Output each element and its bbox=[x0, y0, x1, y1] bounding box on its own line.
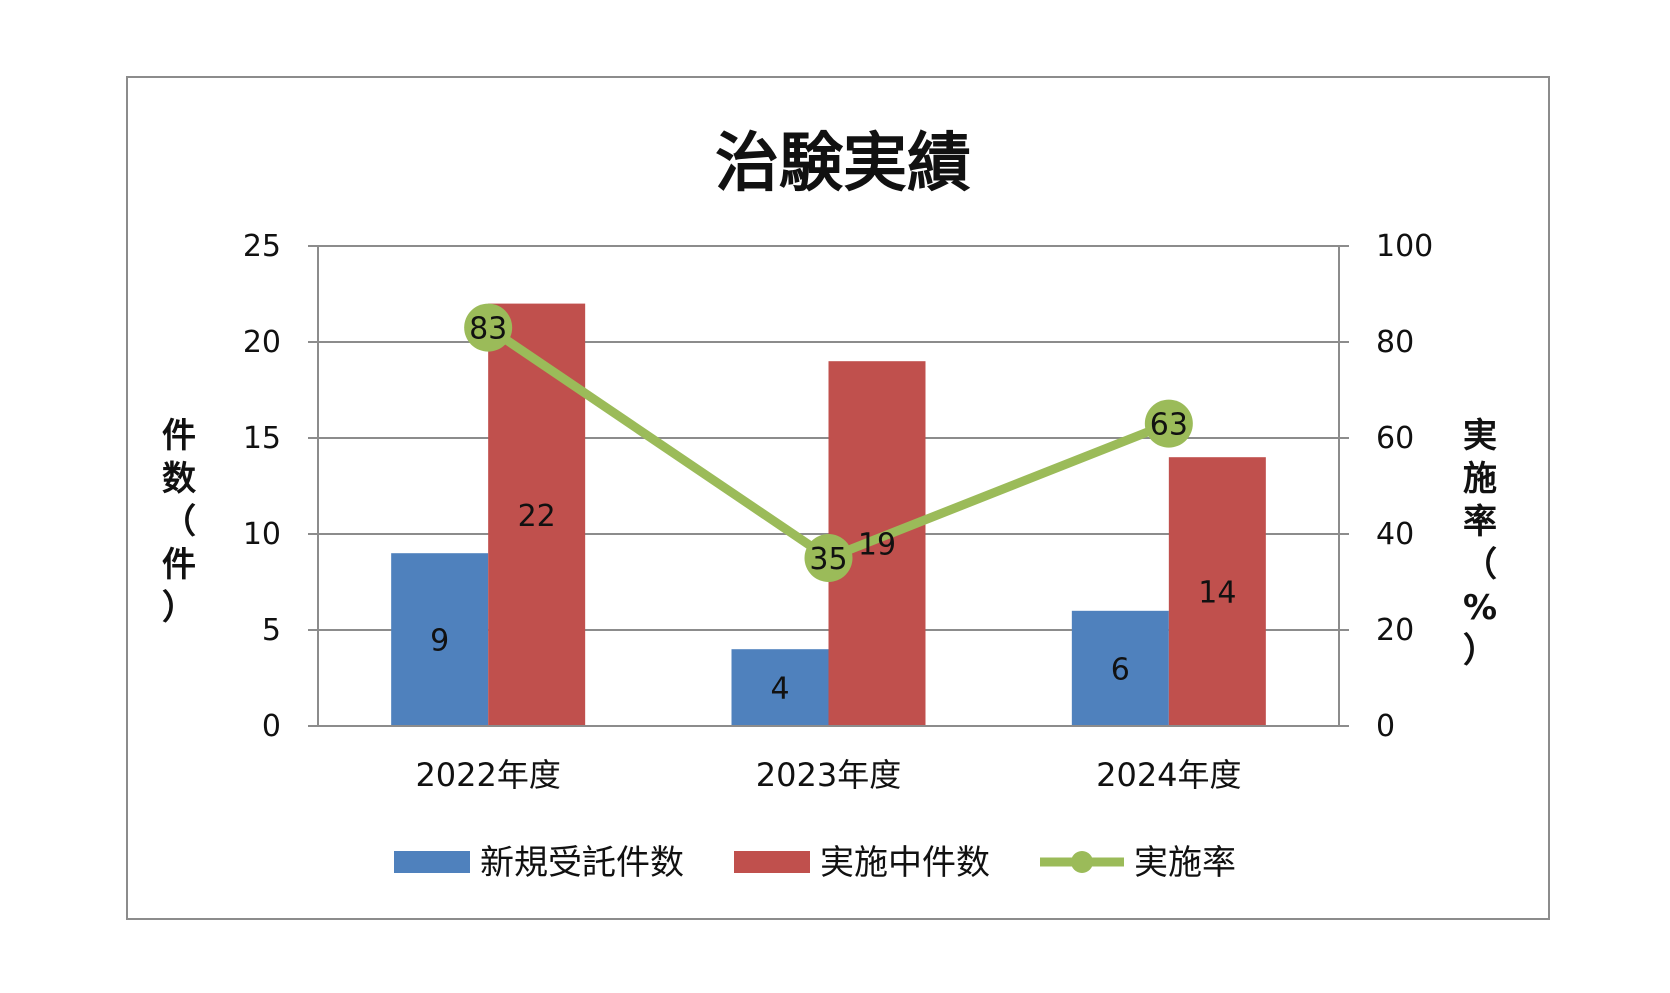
left-axis-title: 件数（件） bbox=[162, 416, 196, 628]
axis-title-char: （ bbox=[1463, 545, 1497, 585]
left-tick-label: 20 bbox=[243, 325, 281, 360]
line-data-label: 83 bbox=[469, 312, 507, 347]
bar-data-label: 19 bbox=[858, 528, 896, 563]
bars bbox=[391, 303, 1266, 726]
category-label: 2023年度 bbox=[756, 756, 901, 794]
axis-title-char: 実 bbox=[1463, 416, 1497, 456]
category-label: 2022年度 bbox=[415, 756, 560, 794]
left-tick-label: 25 bbox=[243, 229, 281, 264]
bar-新規受託件数 bbox=[1071, 610, 1169, 726]
legend-label: 新規受託件数 bbox=[480, 843, 684, 883]
right-tick-label: 40 bbox=[1376, 517, 1414, 552]
bar-data-label: 4 bbox=[770, 672, 789, 707]
line-data-label: 35 bbox=[809, 542, 847, 577]
axes bbox=[308, 245, 1349, 727]
left-tick-label: 10 bbox=[243, 517, 281, 552]
right-tick-label: 0 bbox=[1376, 709, 1395, 744]
labels: 0 5 10 15 20 25 0 20 40 60 80 100 2022年度 9 22 2023年度 4 19… bbox=[162, 229, 1497, 794]
axis-title-char: ） bbox=[1463, 631, 1497, 671]
bar-実施中件数 bbox=[488, 303, 586, 726]
line-marker bbox=[464, 303, 513, 352]
chart-title: 治験実績 bbox=[715, 127, 971, 201]
line-marker bbox=[1144, 399, 1193, 448]
bar-新規受託件数 bbox=[731, 649, 829, 726]
bar-data-label: 14 bbox=[1198, 576, 1236, 611]
rate-line bbox=[464, 303, 1193, 582]
bar-新規受託件数 bbox=[391, 553, 489, 726]
legend-swatch bbox=[394, 851, 470, 873]
axis-title-char: 率 bbox=[1463, 502, 1497, 542]
legend-label: 実施中件数 bbox=[820, 843, 990, 883]
axis-title-char: 施 bbox=[1463, 459, 1497, 499]
legend-swatch bbox=[734, 851, 810, 873]
legend: 新規受託件数 実施中件数 実施率 bbox=[394, 843, 1236, 883]
legend-label: 実施率 bbox=[1134, 843, 1236, 883]
category-label: 2024年度 bbox=[1096, 756, 1241, 794]
left-tick-label: 15 bbox=[243, 421, 281, 456]
left-tick-label: 0 bbox=[262, 709, 281, 744]
left-tick-label: 5 bbox=[262, 613, 281, 648]
axis-title-char: 件 bbox=[162, 416, 196, 456]
axis-title-char: 件 bbox=[162, 545, 196, 585]
axis-title-char: （ bbox=[162, 502, 196, 542]
right-tick-label: 100 bbox=[1376, 229, 1433, 264]
legend-marker bbox=[1071, 851, 1093, 873]
right-tick-label: 20 bbox=[1376, 613, 1414, 648]
line-marker bbox=[804, 534, 853, 582]
right-tick-label: 80 bbox=[1376, 325, 1414, 360]
axis-title-char: 数 bbox=[162, 459, 196, 499]
axis-title-char: ） bbox=[162, 588, 196, 628]
bar-data-label: 6 bbox=[1111, 652, 1130, 687]
bar-実施中件数 bbox=[1168, 457, 1266, 726]
axis-title-char: % bbox=[1463, 588, 1497, 628]
right-tick-label: 60 bbox=[1376, 421, 1414, 456]
line-data-label: 63 bbox=[1150, 408, 1188, 443]
right-axis-title: 実施率（%） bbox=[1463, 416, 1497, 671]
bar-data-label: 22 bbox=[518, 499, 556, 534]
bar-data-label: 9 bbox=[430, 624, 449, 659]
